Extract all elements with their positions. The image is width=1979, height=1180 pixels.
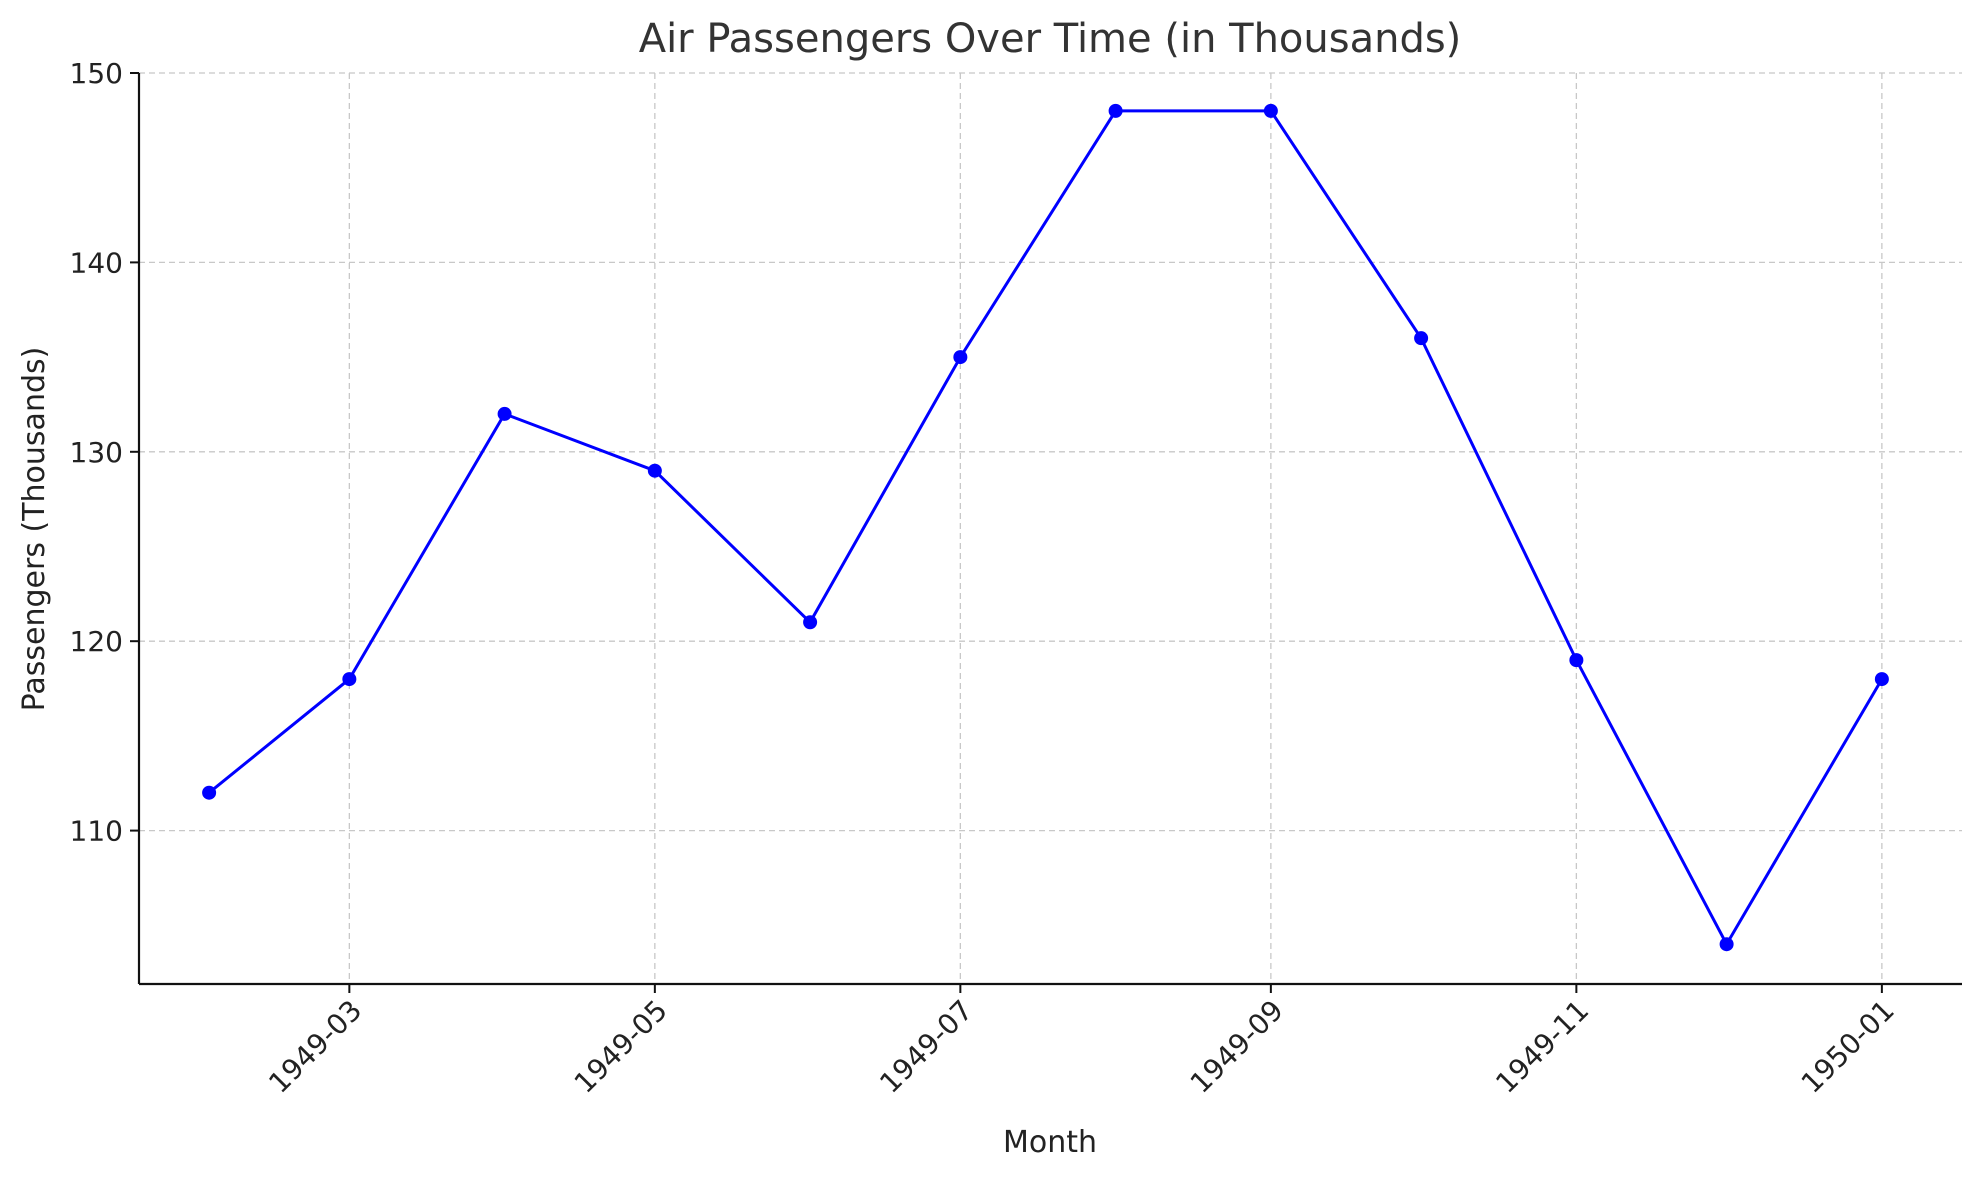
- x-tick-label: 1949-07: [873, 994, 979, 1100]
- series-line: [208, 109, 1884, 948]
- data-point: [1414, 331, 1429, 346]
- y-tick-label: 140: [70, 246, 123, 279]
- data-point: [1719, 937, 1734, 952]
- axes: [137, 73, 1962, 986]
- x-tick-label: 1949-05: [568, 994, 674, 1100]
- y-tick-label: 120: [70, 625, 123, 658]
- y-tick-label: 130: [70, 436, 123, 469]
- data-point: [1569, 653, 1584, 668]
- data-point: [342, 672, 357, 687]
- data-point: [803, 615, 818, 630]
- chart-title: Air Passengers Over Time (in Thousands): [639, 16, 1462, 62]
- data-point: [647, 463, 662, 478]
- y-axis-label: Passengers (Thousands): [17, 347, 52, 712]
- grid: [139, 72, 1962, 984]
- data-point: [1108, 103, 1123, 118]
- data-point: [202, 785, 217, 800]
- y-ticks: 110 120 130 140 150: [70, 57, 139, 848]
- y-tick-label: 110: [70, 815, 123, 848]
- x-axis-label: Month: [1003, 1125, 1097, 1160]
- x-tick-label: 1949-03: [262, 994, 368, 1100]
- x-tick-label: 1950-01: [1795, 994, 1901, 1100]
- data-point: [1874, 672, 1889, 687]
- x-tick-label: 1949-09: [1184, 994, 1290, 1100]
- series: [202, 103, 1889, 952]
- x-tick-label: 1949-11: [1489, 994, 1595, 1100]
- y-tick-label: 150: [70, 57, 123, 90]
- x-ticks: 1949-03 1949-05 1949-07 1949-09 1949-11 1950-…: [262, 984, 1901, 1100]
- data-point: [953, 350, 968, 365]
- data-point: [497, 406, 512, 421]
- data-point: [1263, 103, 1278, 118]
